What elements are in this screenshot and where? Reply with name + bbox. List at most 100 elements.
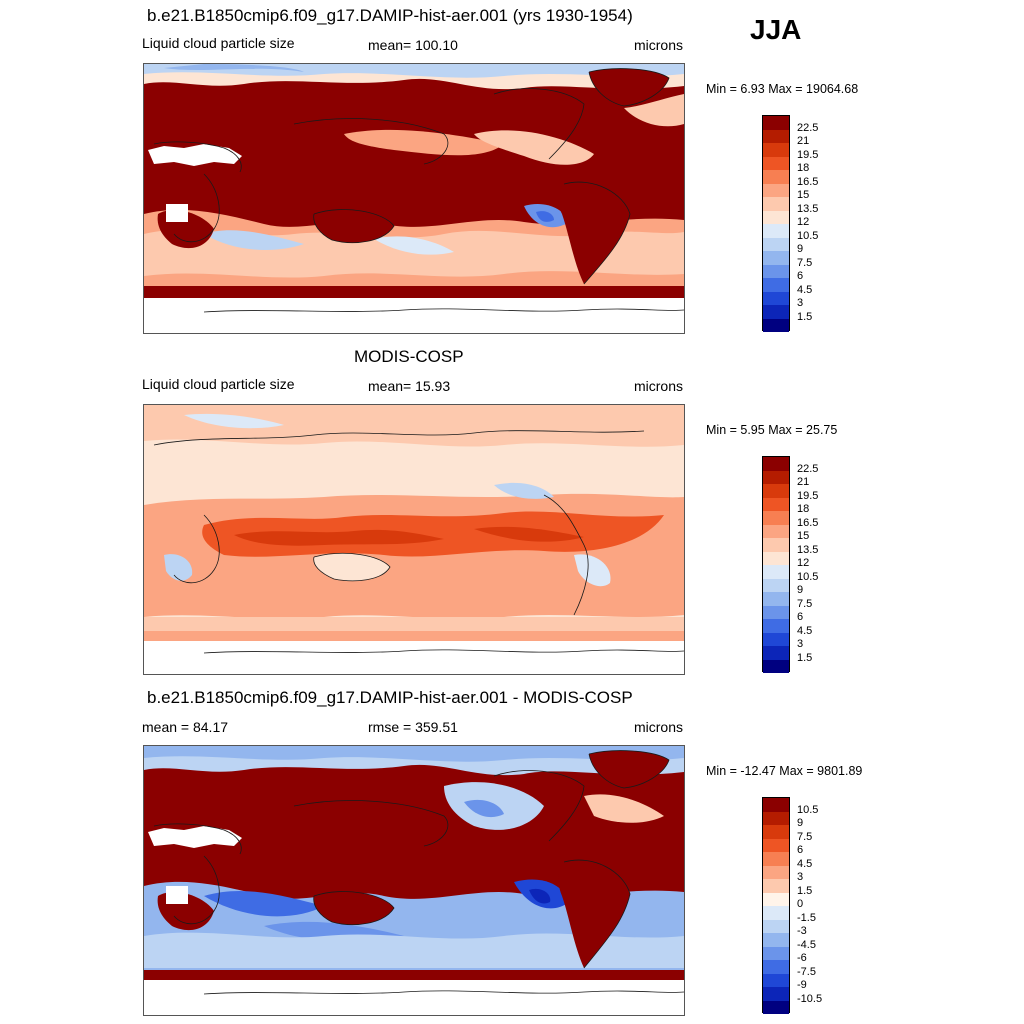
colorbar-swatch	[763, 224, 789, 238]
colorbar-tick-label: 9	[797, 817, 804, 829]
panel-2-map	[143, 404, 685, 675]
colorbar-swatch	[763, 946, 789, 960]
colorbar-swatch	[763, 565, 789, 579]
panel-1-map	[143, 63, 685, 334]
colorbar-swatch	[763, 511, 789, 525]
colorbar-tick-label: 19.5	[797, 148, 819, 161]
colorbar-tick-label: 1.5	[797, 651, 813, 664]
colorbar-tick-label: -10.5	[797, 992, 823, 1005]
colorbar-tick-label: 21	[797, 476, 810, 488]
colorbar-swatch	[763, 251, 789, 265]
colorbar-tick-label: 4.5	[797, 624, 813, 637]
colorbar-swatch	[763, 632, 789, 646]
colorbar-swatch	[763, 825, 789, 839]
colorbar-tick-label: 13.5	[797, 543, 819, 556]
colorbar-swatch	[763, 605, 789, 619]
colorbar-tick-label: -7.5	[797, 965, 816, 978]
colorbar-swatch	[763, 197, 789, 211]
colorbar-tick-label: -4.5	[797, 938, 816, 951]
colorbar-swatch	[763, 619, 789, 633]
panel-1-title: b.e21.B1850cmip6.f09_g17.DAMIP-hist-aer.…	[147, 6, 633, 25]
colorbar-tick-label: 4.5	[797, 857, 813, 870]
colorbar-tick-label: 4.5	[797, 283, 813, 296]
panel-3-map	[143, 745, 685, 1016]
panel-2-mean-label: mean= 15.93	[368, 378, 451, 394]
panel-2-title: MODIS-COSP	[354, 347, 464, 366]
colorbar-tick-label: -3	[797, 925, 807, 937]
colorbar-tick-label: 3	[797, 871, 804, 883]
colorbar-swatch	[763, 116, 789, 130]
colorbar-tick-label: 15	[797, 189, 810, 201]
panel-1-variable-label: Liquid cloud particle size	[142, 35, 295, 51]
colorbar-tick-label: 9	[797, 584, 804, 596]
colorbar-swatch	[763, 497, 789, 511]
colorbar-swatch	[763, 183, 789, 197]
colorbar-swatch	[763, 524, 789, 538]
colorbar-swatch	[763, 264, 789, 278]
colorbar-swatch	[763, 470, 789, 484]
colorbar-swatch	[763, 933, 789, 947]
panel-3-colorbar	[762, 797, 790, 1014]
colorbar-swatch	[763, 578, 789, 592]
colorbar-swatch	[763, 892, 789, 906]
panel-3-minmax: Min = -12.47 Max = 9801.89	[706, 764, 863, 778]
colorbar-tick-label: 12	[797, 216, 810, 228]
colorbar-tick-label: 7.5	[797, 597, 813, 610]
colorbar-tick-label: 18	[797, 503, 810, 515]
colorbar-tick-label: 16.5	[797, 516, 819, 529]
colorbar-tick-label: 6	[797, 270, 804, 282]
colorbar-swatch	[763, 960, 789, 974]
panel-2-units-label: microns	[634, 378, 684, 394]
colorbar-swatch	[763, 551, 789, 565]
colorbar-tick-label: 12	[797, 557, 810, 569]
colorbar-swatch	[763, 156, 789, 170]
colorbar-swatch	[763, 592, 789, 606]
colorbar-swatch	[763, 129, 789, 143]
colorbar-swatch	[763, 987, 789, 1001]
colorbar-tick-label: -9	[797, 979, 807, 991]
colorbar-swatch	[763, 838, 789, 852]
colorbar-swatch	[763, 210, 789, 224]
colorbar-swatch	[763, 659, 789, 673]
colorbar-swatch	[763, 318, 789, 332]
colorbar-tick-label: 13.5	[797, 202, 819, 215]
panel-1-units-label: microns	[634, 37, 684, 53]
colorbar-tick-label: 9	[797, 243, 804, 255]
colorbar-swatch	[763, 906, 789, 920]
colorbar-tick-label: 7.5	[797, 256, 813, 269]
colorbar-swatch	[763, 919, 789, 933]
colorbar-swatch	[763, 291, 789, 305]
panel-2-colorbar	[762, 456, 790, 673]
panel-3-mean-label: mean = 84.17	[142, 719, 229, 735]
colorbar-tick-label: 15	[797, 530, 810, 542]
colorbar-tick-label: 21	[797, 135, 810, 147]
colorbar-swatch	[763, 865, 789, 879]
colorbar-swatch	[763, 1000, 789, 1014]
panel-1-minmax: Min = 6.93 Max = 19064.68	[706, 82, 859, 96]
colorbar-swatch	[763, 538, 789, 552]
colorbar-swatch	[763, 237, 789, 251]
colorbar-tick-label: 6	[797, 844, 804, 856]
panel-1-mean-label: mean= 100.10	[368, 37, 458, 53]
colorbar-swatch	[763, 811, 789, 825]
colorbar-swatch	[763, 457, 789, 471]
colorbar-tick-label: -1.5	[797, 911, 816, 924]
colorbar-tick-label: 6	[797, 611, 804, 623]
colorbar-tick-label: 10.5	[797, 229, 819, 242]
colorbar-swatch	[763, 305, 789, 319]
colorbar-tick-label: 19.5	[797, 489, 819, 502]
panel-3-rmse-label: rmse = 359.51	[368, 719, 458, 735]
panel-3-title: b.e21.B1850cmip6.f09_g17.DAMIP-hist-aer.…	[147, 688, 633, 707]
panel-2-variable-label: Liquid cloud particle size	[142, 376, 295, 392]
colorbar-tick-label: 16.5	[797, 175, 819, 188]
colorbar-tick-label: -6	[797, 952, 807, 964]
colorbar-tick-label: 10.5	[797, 803, 819, 816]
colorbar-tick-label: 3	[797, 297, 804, 309]
colorbar-swatch	[763, 143, 789, 157]
colorbar-tick-label: 3	[797, 638, 804, 650]
colorbar-tick-label: 18	[797, 162, 810, 174]
season-label: JJA	[750, 14, 802, 45]
panel-1-colorbar	[762, 115, 790, 332]
colorbar-swatch	[763, 484, 789, 498]
panel-3-units-label: microns	[634, 719, 684, 735]
